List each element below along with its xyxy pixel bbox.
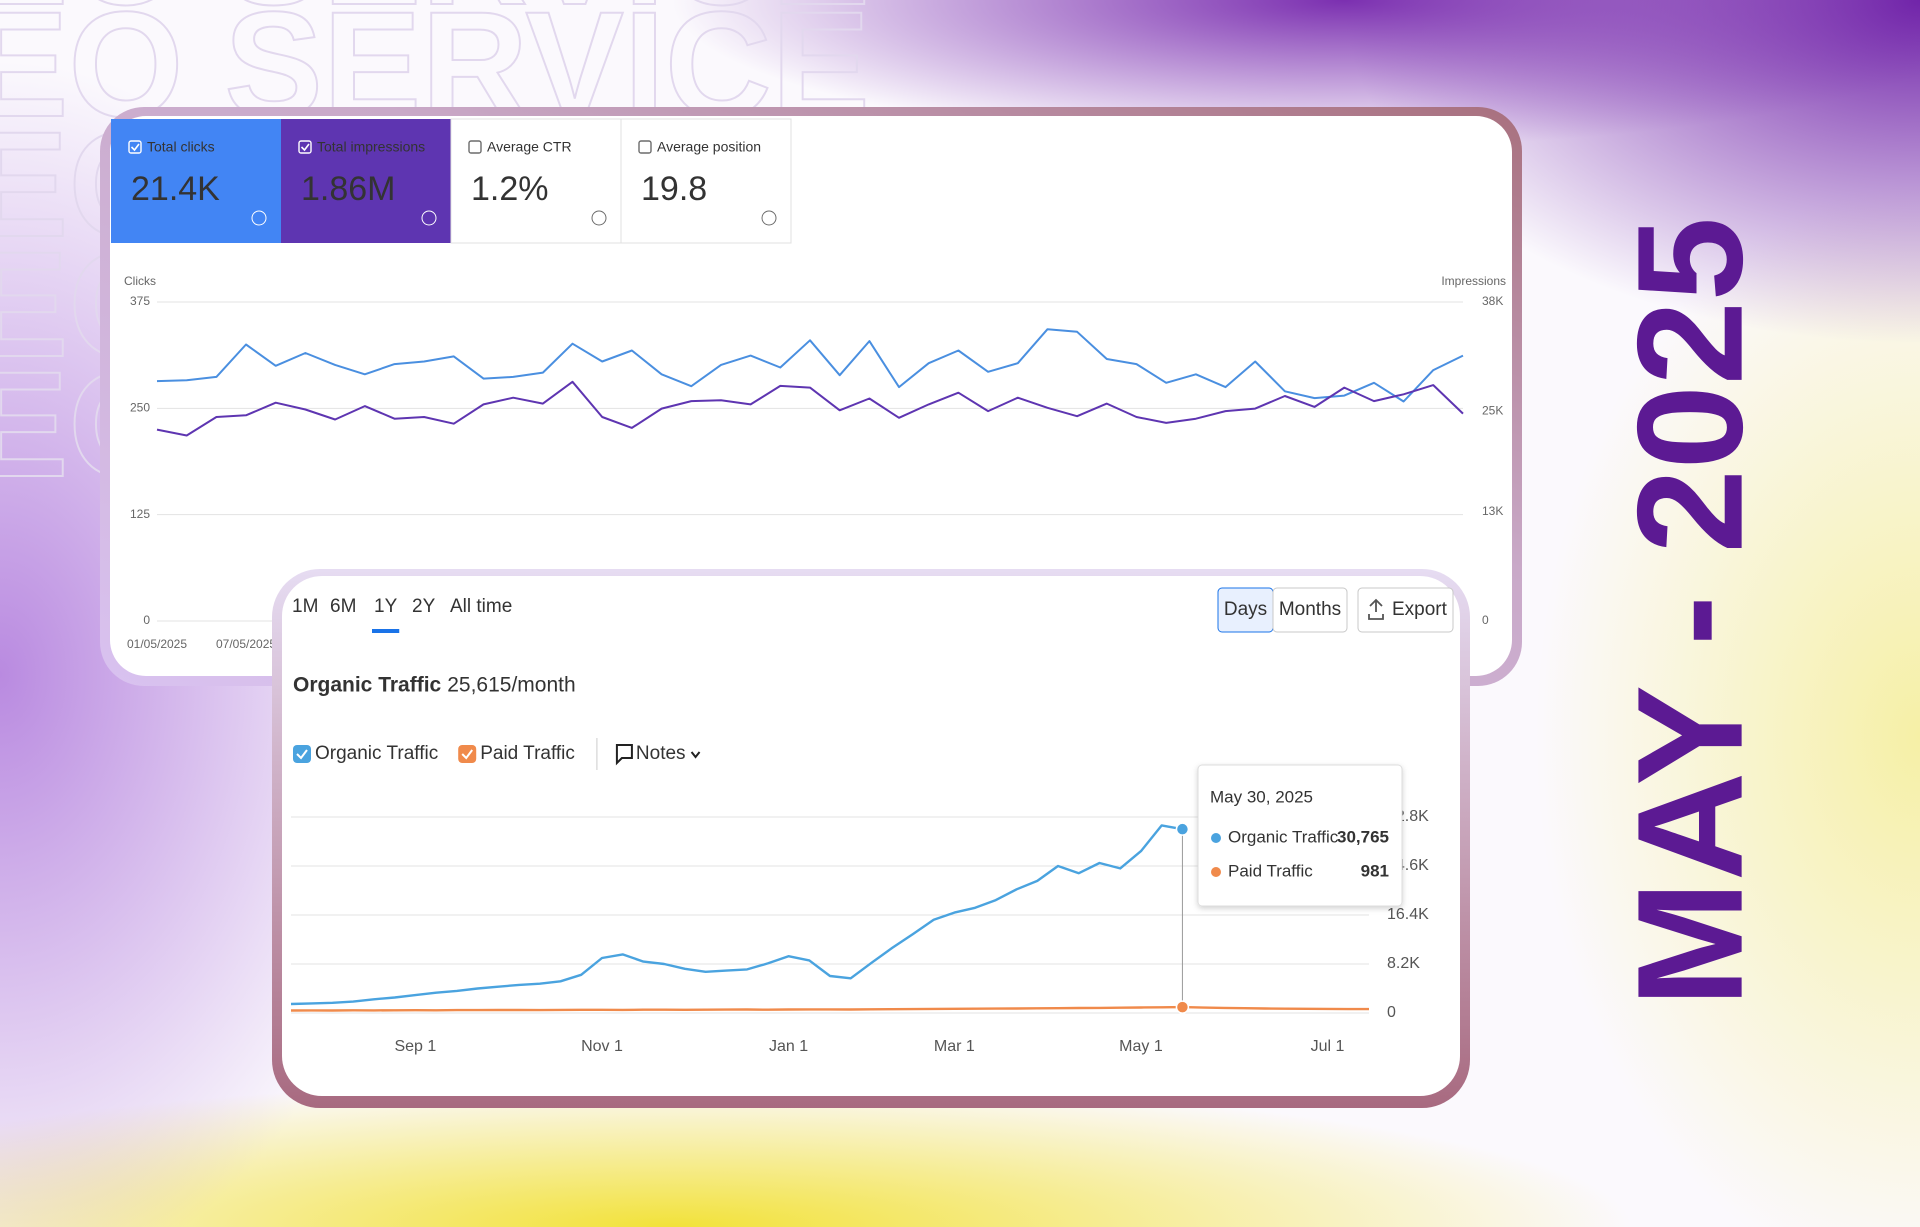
notes-label: Notes: [636, 743, 686, 764]
checkmark: [300, 143, 310, 152]
watermark: EO SERVICE: [0, 0, 870, 36]
legend-checkbox: [458, 745, 477, 763]
export-icon: [1368, 598, 1384, 620]
legend-checkbox: [293, 745, 311, 763]
tooltip-dot: [1211, 833, 1221, 843]
y2-tick-label: 0: [1482, 613, 1489, 627]
metric-label: Total impressions: [317, 139, 425, 155]
card: [110, 116, 1512, 676]
notes-button[interactable]: Notes: [615, 743, 701, 766]
y-axis-title: Clicks: [124, 274, 156, 288]
x-tick-label: 07/05/2025: [216, 637, 276, 651]
legend-item[interactable]: Organic Traffic: [293, 743, 438, 764]
y-tick-label: 375: [130, 294, 150, 308]
notes-icon: [615, 744, 633, 766]
x-tick-label: Mar 1: [934, 1038, 975, 1055]
checkbox: [298, 140, 312, 154]
range-tab[interactable]: 1M: [292, 596, 318, 617]
tooltip-name: Organic Traffic: [1228, 827, 1339, 846]
x-tick-label: Nov 1: [581, 1038, 623, 1055]
x-tick-label: 01/05/2025: [127, 637, 187, 651]
chevron: [690, 751, 701, 759]
summary-value: 25,615/month: [447, 674, 575, 697]
tooltip-value: 30,765: [1337, 827, 1389, 846]
help-icon: [251, 210, 267, 226]
x-tick-label: May 1: [1119, 1038, 1163, 1055]
y-tick-label: 0: [1387, 1004, 1396, 1021]
metric-bg: [450, 118, 622, 244]
series-line: [290, 824, 1183, 1006]
help-icon: [591, 210, 607, 226]
metric-bg: [620, 118, 792, 244]
legend-item[interactable]: Paid Traffic: [458, 743, 575, 764]
checkmark: [461, 749, 474, 760]
legend-label: Organic Traffic: [315, 743, 438, 764]
help-icon: [421, 210, 437, 226]
headline: MAY - 2025: [1606, 217, 1774, 1007]
button-bg: [1272, 587, 1348, 633]
metric-label: Average CTR: [487, 139, 572, 155]
metric-value: 1.2%: [471, 170, 549, 208]
y2-tick-label: 13K: [1482, 504, 1503, 518]
view-button[interactable]: Days: [1217, 587, 1274, 633]
tooltip-dot: [1211, 867, 1221, 877]
x-tick-label: Jan 1: [769, 1038, 808, 1055]
tooltip-name: Paid Traffic: [1228, 861, 1313, 880]
checkbox: [638, 140, 652, 154]
metric-value: 21.4K: [131, 170, 220, 208]
series-line: [156, 328, 1464, 403]
summary-title: Organic Traffic: [293, 674, 442, 697]
metric-bg: [281, 119, 451, 243]
range-tab[interactable]: All time: [450, 596, 512, 617]
checkbox: [128, 140, 142, 154]
tooltip-date: May 30, 2025: [1210, 787, 1313, 806]
metric-value: 19.8: [641, 170, 707, 208]
hover-dot: [1175, 822, 1190, 836]
tooltip-value: 981: [1361, 861, 1389, 880]
view-button[interactable]: Months: [1272, 587, 1348, 633]
help-icon: [761, 210, 777, 226]
range-tab[interactable]: 2Y: [412, 596, 436, 617]
active-tab-underline: [372, 629, 400, 633]
hover-dot: [1175, 1000, 1190, 1014]
checkbox: [468, 140, 482, 154]
tooltip-bg: [1197, 764, 1403, 907]
y-tick-label: 250: [130, 401, 150, 415]
y-tick-label: 8.2K: [1387, 955, 1420, 972]
metric-label: Average position: [657, 139, 761, 155]
y2-tick-label: 25K: [1482, 403, 1503, 417]
series-line: [290, 1005, 1369, 1012]
range-tab[interactable]: 6M: [330, 596, 356, 617]
y-tick-label: 0: [143, 613, 150, 627]
metric-value: 1.86M: [301, 170, 396, 208]
x-tick-label: Sep 1: [394, 1038, 436, 1055]
y-tick-label: 125: [130, 507, 150, 521]
button-label: Months: [1279, 599, 1341, 620]
button-bg: [1357, 587, 1454, 633]
y-tick-label: 16.4K: [1387, 906, 1429, 923]
y2-tick-label: 38K: [1482, 294, 1503, 308]
y2-axis-title: Impressions: [1441, 274, 1506, 288]
metric-tile[interactable]: Total impressions 1.86M: [281, 119, 451, 243]
metric-label: Total clicks: [147, 139, 215, 155]
button-label: Days: [1224, 599, 1267, 620]
metric-tile[interactable]: Total clicks 21.4K: [111, 119, 281, 243]
range-tab[interactable]: 1Y: [374, 596, 398, 617]
button-label: Export: [1392, 599, 1448, 620]
export-button[interactable]: Export: [1357, 587, 1454, 633]
x-tick-label: Jul 1: [1311, 1038, 1345, 1055]
card: [282, 576, 1460, 1096]
metric-tile[interactable]: Average CTR 1.2%: [450, 118, 622, 244]
metric-tile[interactable]: Average position 19.8: [620, 118, 792, 244]
series-line: [156, 380, 1464, 437]
legend-label: Paid Traffic: [480, 743, 575, 764]
metric-bg: [111, 119, 281, 243]
checkmark: [296, 749, 308, 760]
checkmark: [130, 143, 140, 152]
